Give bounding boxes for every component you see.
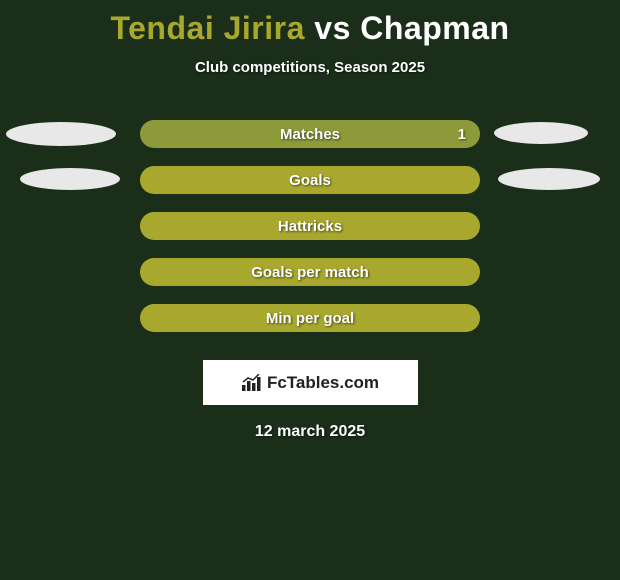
stats-rows: Matches 1 Goals Hattricks Goals per match Min…: [0, 116, 620, 346]
right-ellipse: [494, 122, 588, 144]
subtitle: Club competitions, Season 2025: [0, 59, 620, 76]
stat-bar: Matches 1: [140, 120, 480, 148]
stat-bar: Min per goal: [140, 304, 480, 332]
stat-bar: Goals per match: [140, 258, 480, 286]
logo-text: FcTables.com: [267, 373, 379, 393]
comparison-title: Tendai Jirira vs Chapman: [0, 0, 620, 47]
stat-row: Hattricks: [0, 208, 620, 254]
player2-name: Chapman: [360, 10, 509, 46]
stat-value: 1: [458, 126, 466, 143]
stat-bar: Hattricks: [140, 212, 480, 240]
stat-row: Min per goal: [0, 300, 620, 346]
stat-row: Goals per match: [0, 254, 620, 300]
stat-label: Min per goal: [266, 310, 354, 327]
vs-label: vs: [314, 10, 351, 46]
stat-label: Goals per match: [251, 264, 369, 281]
left-ellipse: [20, 168, 120, 190]
logo: FcTables.com: [241, 373, 379, 393]
stat-label: Matches: [280, 126, 340, 143]
right-ellipse: [498, 168, 600, 190]
stat-bar: Goals: [140, 166, 480, 194]
chart-icon: [241, 374, 263, 392]
stat-label: Hattricks: [278, 218, 342, 235]
logo-box: FcTables.com: [203, 360, 418, 405]
stat-row: Goals: [0, 162, 620, 208]
left-ellipse: [6, 122, 116, 146]
player1-name: Tendai Jirira: [110, 10, 304, 46]
stat-row: Matches 1: [0, 116, 620, 162]
stat-label: Goals: [289, 172, 331, 189]
date-label: 12 march 2025: [0, 423, 620, 441]
